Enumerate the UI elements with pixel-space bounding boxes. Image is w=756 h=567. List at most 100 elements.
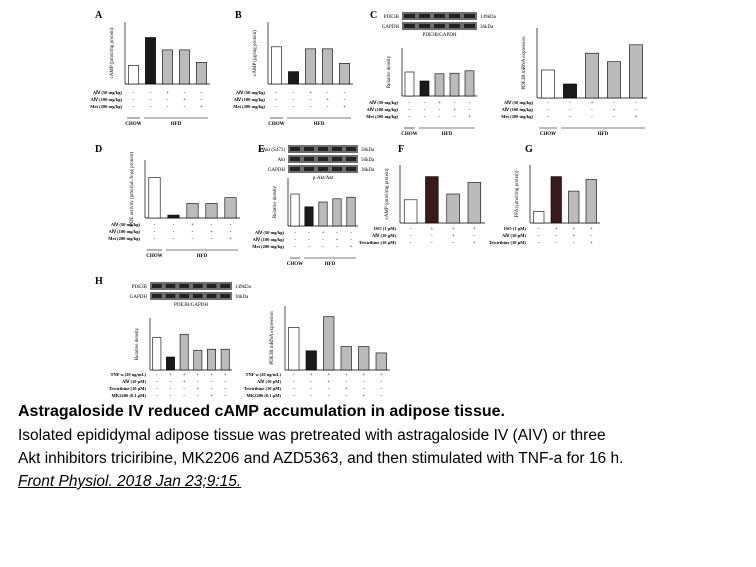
bar [533,211,545,224]
sign: - [409,101,411,106]
row-label: ISO (1 µM) [504,226,527,231]
sign: - [380,394,382,399]
blot-band [150,292,232,300]
bar [304,206,314,227]
ratio-label: PDE3B/GAPDH [423,33,457,38]
sign: - [150,98,152,103]
band-label: GAPDH [268,168,286,173]
sign: - [350,231,352,236]
blot-lane [179,284,189,288]
bar [145,37,156,85]
sign: + [590,241,593,246]
blot-lane [206,294,217,298]
panel-letter: H [95,276,103,287]
sign: - [547,115,549,120]
sign: + [210,230,213,235]
sign: + [362,373,365,378]
bar [318,201,328,227]
sign: - [154,223,156,228]
sign: + [327,373,330,378]
bar [467,182,482,224]
y-label: cAMP (pg/mg protein) [253,30,258,76]
sign: - [555,234,557,239]
sign: + [635,115,638,120]
sign: - [613,115,615,120]
y-label: PDE3B mRNA expression [522,36,527,90]
sign: - [133,105,135,110]
panel-letter: D [95,144,102,155]
sign: + [473,241,476,246]
bar [288,71,299,85]
sign: - [170,394,172,399]
row-label: Met (200 mg/kg) [501,114,533,119]
bar [207,348,216,371]
sign: + [336,238,339,243]
sign: - [424,108,426,113]
band-size: 149kDa [480,15,497,20]
row-label: AⅣ (50 mg/kg) [111,221,141,227]
row-label: Met (200 mg/kg) [108,236,140,241]
sign: - [452,241,454,246]
sign: - [310,387,312,392]
bar [179,49,190,85]
group-label: CHOW [125,122,141,127]
sign: - [538,234,540,239]
sign: + [327,380,330,385]
sign: - [294,231,296,236]
row-label: AⅣ (50 mg/kg) [255,229,285,235]
sign: - [573,241,575,246]
sign: + [613,108,616,113]
sign: + [468,115,471,120]
sign: - [197,380,199,385]
blot-lane [290,167,300,171]
blot-lane [464,14,475,18]
blot-lane [434,24,445,28]
sign: + [183,98,186,103]
sign: - [276,91,278,96]
row-label: AⅣ (50 mg/kg) [236,89,266,95]
sign: - [154,230,156,235]
sign: - [363,387,365,392]
sign: - [293,98,295,103]
sign: - [192,230,194,235]
sign: - [293,105,295,110]
blot-lane [464,24,475,28]
bar [332,198,342,227]
sign: + [309,91,312,96]
caption-line: Akt inhibitors triciribine, MK2206 and A… [18,450,624,467]
sign: - [591,108,593,113]
bar [224,197,237,219]
sign: - [310,105,312,110]
row-label: Triciribine (10 µM) [244,386,282,391]
group-label: HFD [442,132,453,137]
group-label: HFD [314,122,325,127]
blot-lane [346,167,356,171]
sign: - [538,227,540,232]
sign: - [380,380,382,385]
bar [449,72,460,97]
sign: - [154,237,156,242]
sign: + [229,237,232,242]
bar [305,48,316,85]
sign: - [201,91,203,96]
sign: - [538,241,540,246]
row-label: Triciribine (10 µM) [109,386,147,391]
bar [167,214,180,219]
panel-letter: C [370,10,377,21]
sign: - [173,230,175,235]
sign: - [173,237,175,242]
bar [205,203,218,219]
sign: + [183,373,186,378]
sign: - [293,394,295,399]
sign: - [183,394,185,399]
sign: - [469,101,471,106]
sign: - [410,234,412,239]
band-label: p-Akt (S473) [258,148,285,153]
sign: - [294,245,296,250]
sign: - [156,373,158,378]
sign: - [184,91,186,96]
bar [563,83,577,99]
sign: - [410,227,412,232]
sign: - [345,380,347,385]
bar [585,179,597,224]
